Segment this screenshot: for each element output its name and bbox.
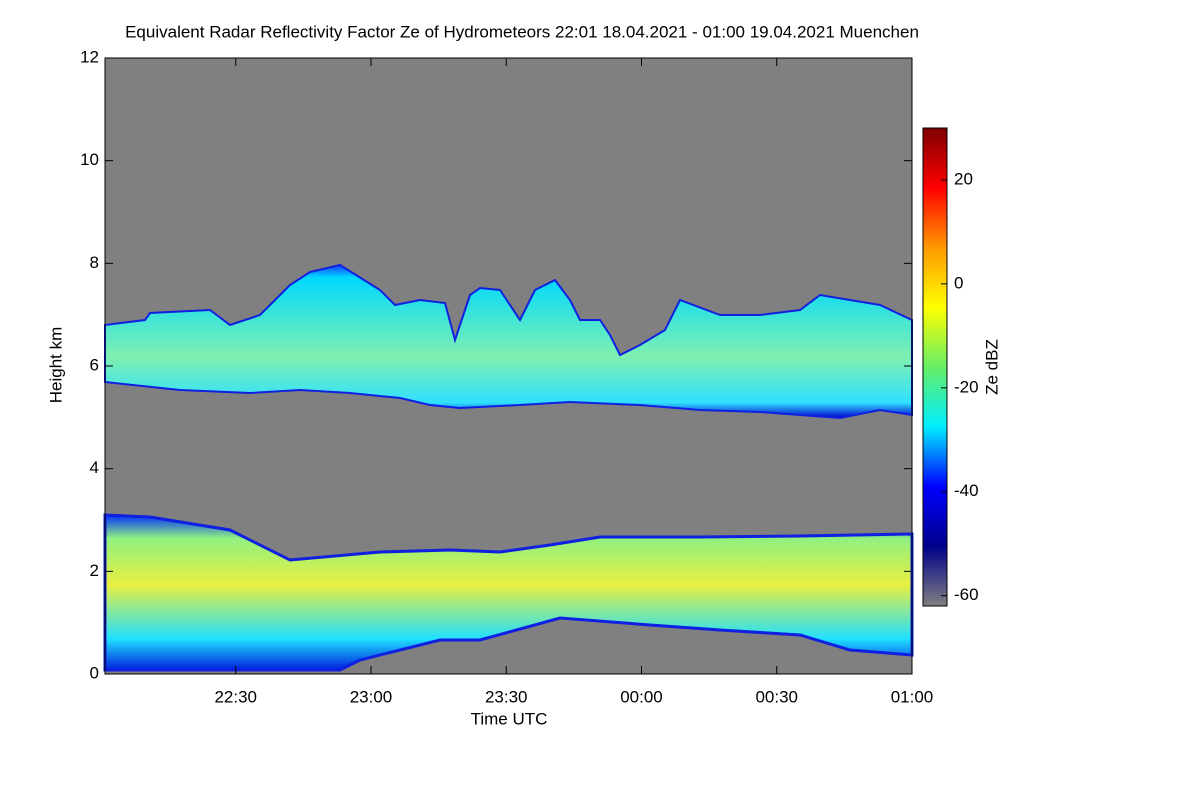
y-tick-label: 6 <box>90 355 99 374</box>
colorbar-tick-label: -60 <box>954 585 979 604</box>
colorbar-label: Ze dBZ <box>982 339 1001 395</box>
y-tick-label: 12 <box>80 47 99 66</box>
y-axis-label: Height km <box>46 327 65 404</box>
x-tick-label: 01:00 <box>891 687 934 706</box>
x-tick-label: 22:30 <box>214 687 257 706</box>
colorbar-tick-label: -20 <box>954 377 979 396</box>
x-tick-label: 23:00 <box>350 687 393 706</box>
colorbar-tick-label: 20 <box>954 169 973 188</box>
colorbar <box>922 127 948 607</box>
y-tick-label: 10 <box>80 150 99 169</box>
chart-title: Equivalent Radar Reflectivity Factor Ze … <box>125 22 919 41</box>
x-tick-label: 00:30 <box>755 687 798 706</box>
y-tick-label: 4 <box>90 458 99 477</box>
y-tick-label: 2 <box>90 561 99 580</box>
x-tick-label: 23:30 <box>485 687 528 706</box>
upper-cloud-layer <box>104 263 913 420</box>
x-tick-label: 00:00 <box>620 687 663 706</box>
colorbar-tick-label: 0 <box>954 273 963 292</box>
y-tick-label: 8 <box>90 253 99 272</box>
colorbar-tick-label: -40 <box>954 481 979 500</box>
y-tick-label: 0 <box>90 663 99 682</box>
x-axis-label: Time UTC <box>471 709 548 728</box>
